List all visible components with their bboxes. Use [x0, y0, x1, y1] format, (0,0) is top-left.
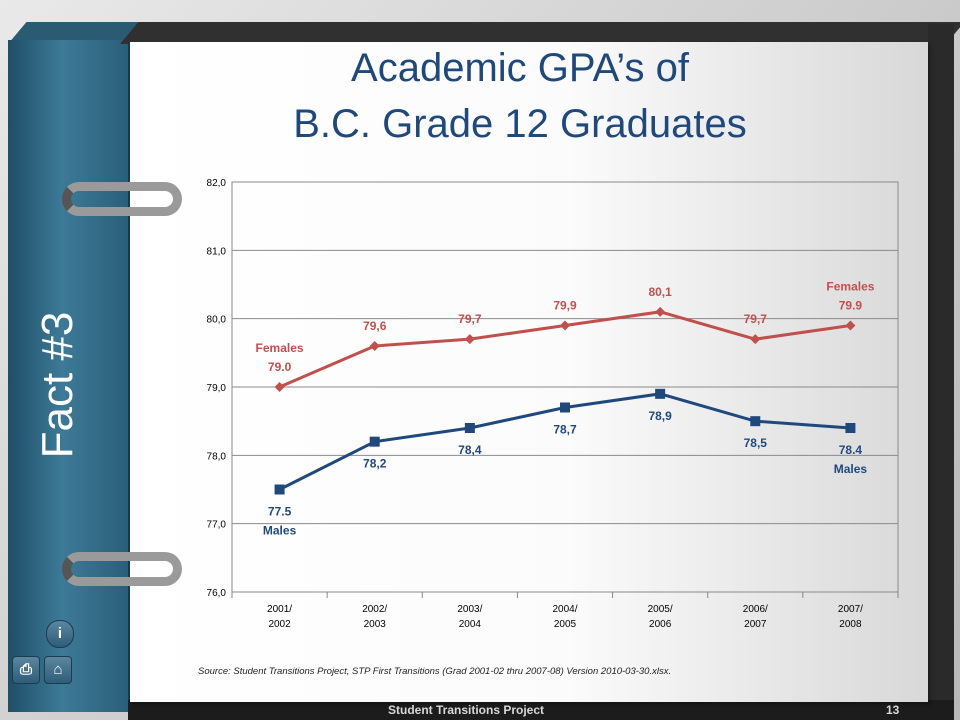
- data-point: [845, 320, 856, 331]
- info-icon[interactable]: i: [46, 620, 74, 648]
- data-point: [464, 334, 475, 345]
- data-point: [560, 320, 570, 331]
- data-label: 77.5: [268, 505, 292, 519]
- y-tick-label: 82,0: [207, 178, 227, 189]
- x-tick-label: 2004: [459, 619, 482, 630]
- y-tick-label: 79,0: [207, 383, 227, 394]
- data-point: [274, 484, 285, 495]
- footer: Student Transitions Project 13: [0, 702, 960, 720]
- data-label: 79,6: [363, 319, 387, 333]
- title-line-1: Academic GPA’s of: [351, 46, 689, 90]
- source-note: Source: Student Transitions Project, STP…: [198, 666, 672, 677]
- x-tick-label: 2005/: [648, 604, 673, 615]
- x-tick-label: 2007/: [838, 604, 863, 615]
- data-point: [655, 388, 666, 399]
- data-point: [655, 306, 666, 317]
- data-point: [560, 402, 570, 413]
- data-point: [369, 436, 380, 447]
- data-label: 78.4: [839, 443, 863, 457]
- x-tick-label: 2008: [839, 619, 862, 630]
- data-label: 78,4: [458, 443, 482, 457]
- data-point: [750, 334, 761, 345]
- data-label: 79.9: [839, 299, 863, 313]
- y-tick-label: 76,0: [207, 588, 227, 599]
- data-label: Males: [263, 524, 297, 538]
- x-tick-label: 2004/: [552, 604, 577, 615]
- x-tick-label: 2005: [554, 619, 577, 630]
- data-point: [464, 423, 475, 433]
- y-tick-label: 77,0: [207, 520, 227, 531]
- data-label: Males: [834, 462, 868, 476]
- data-point: [274, 382, 285, 392]
- x-tick-label: 2003: [364, 619, 387, 630]
- x-tick-label: 2001/: [267, 604, 292, 615]
- data-label: 80,1: [648, 285, 672, 299]
- data-label: 78,5: [744, 436, 768, 450]
- data-label: 79,7: [744, 312, 768, 326]
- home-icon[interactable]: ⌂: [44, 656, 72, 684]
- data-label: 79,7: [458, 312, 482, 326]
- x-tick-label: 2002: [268, 619, 291, 630]
- data-label: 78,2: [363, 457, 387, 471]
- y-tick-label: 80,0: [207, 315, 227, 326]
- data-label: 78,7: [553, 423, 577, 437]
- page-right-edge: [928, 24, 954, 704]
- binder-ring-top: [62, 182, 182, 216]
- y-tick-label: 78,0: [207, 451, 227, 462]
- binder-ring-bottom: [62, 552, 182, 586]
- x-tick-label: 2006: [649, 619, 672, 630]
- x-tick-label: 2006/: [743, 604, 768, 615]
- title-line-2: B.C. Grade 12 Graduates: [293, 102, 747, 146]
- data-label: 79,9: [553, 299, 577, 313]
- y-tick-label: 81,0: [207, 246, 227, 257]
- x-tick-label: 2003/: [457, 604, 482, 615]
- data-point: [750, 416, 761, 427]
- data-label: Females: [256, 341, 304, 355]
- data-point: [369, 341, 380, 351]
- data-point: [845, 423, 856, 433]
- x-tick-label: 2007: [744, 619, 767, 630]
- data-label: Females: [826, 280, 874, 294]
- page-number: 13: [886, 703, 900, 717]
- data-label: 79.0: [268, 360, 292, 374]
- binder-spine: [8, 40, 131, 712]
- printer-icon[interactable]: ⎙: [12, 656, 40, 684]
- footer-title: Student Transitions Project: [388, 703, 545, 717]
- x-tick-label: 2002/: [362, 604, 387, 615]
- page-title: Academic GPA’s of B.C. Grade 12 Graduate…: [150, 40, 890, 152]
- data-label: 78,9: [648, 409, 672, 423]
- page-bottom-edge: [128, 700, 954, 720]
